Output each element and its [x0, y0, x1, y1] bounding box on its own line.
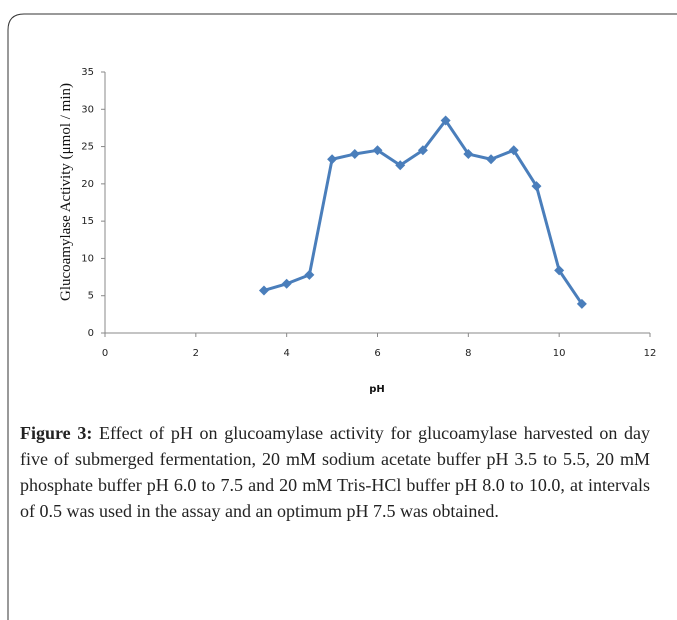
- y-tick-label: 15: [81, 216, 94, 227]
- data-marker: [440, 115, 451, 126]
- x-axis-label: pH: [369, 384, 385, 395]
- x-tick-label: 10: [553, 348, 566, 359]
- y-tick-label: 10: [81, 253, 94, 264]
- data-marker: [463, 149, 474, 160]
- y-axis-label: Glucoamylase Activity (μmol / min): [58, 83, 74, 301]
- data-marker: [486, 154, 497, 165]
- data-marker: [349, 149, 360, 160]
- data-marker: [554, 265, 565, 276]
- caption: Figure 3: Effect of pH on glucoamylase a…: [20, 420, 650, 524]
- data-marker: [258, 285, 269, 296]
- data-marker: [576, 298, 587, 309]
- data-marker: [327, 154, 338, 165]
- y-tick-label: 5: [88, 291, 94, 302]
- x-tick-label: 4: [283, 348, 289, 359]
- x-tick-label: 8: [465, 348, 471, 359]
- x-tick-label: 12: [644, 348, 657, 359]
- caption-text: Effect of pH on glucoamylase activity fo…: [20, 423, 650, 521]
- x-tick-label: 6: [374, 348, 380, 359]
- y-tick-label: 35: [81, 67, 94, 78]
- data-marker: [281, 278, 292, 289]
- y-tick-label: 20: [81, 179, 94, 190]
- y-tick-label: 30: [81, 104, 94, 115]
- data-marker: [372, 145, 383, 156]
- frame: [7, 13, 677, 620]
- data-marker: [531, 181, 542, 192]
- data-marker: [417, 145, 428, 156]
- y-tick-label: 25: [81, 142, 94, 153]
- caption-label: Figure 3:: [20, 423, 93, 443]
- data-marker: [508, 145, 519, 156]
- y-tick-label: 0: [88, 328, 94, 339]
- x-tick-label: 2: [193, 348, 199, 359]
- data-marker: [395, 160, 406, 171]
- x-tick-label: 0: [102, 348, 108, 359]
- data-marker: [304, 269, 315, 280]
